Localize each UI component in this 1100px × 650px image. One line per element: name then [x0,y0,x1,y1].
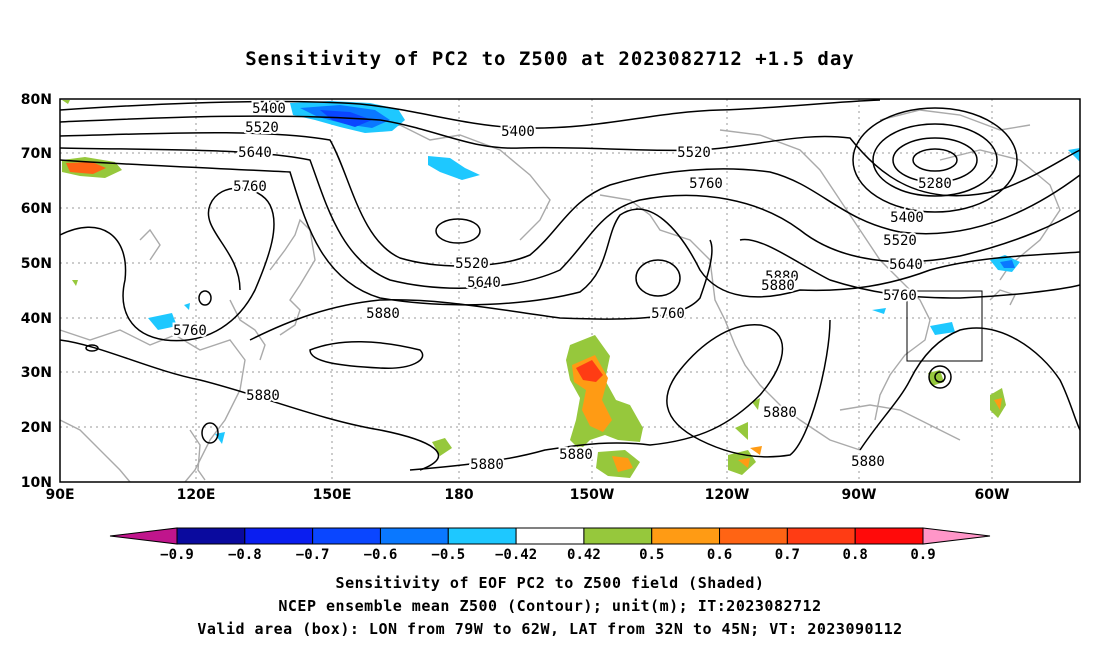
colorbar-high-extension [922,527,991,545]
colorbar-tick-label: −0.8 [228,547,262,563]
contour-label: 5760 [651,306,685,322]
contour-label: 5640 [467,275,501,291]
lon-label: 90E [45,487,74,503]
colorbar-tick-label: 0.42 [567,547,601,563]
colorbar-swatch [719,527,788,545]
colorbar-swatch [651,527,721,545]
plot-frame [59,98,1081,483]
colorbar-swatch [244,527,314,545]
contour-label: 5760 [689,176,723,192]
colorbar-tick-label: −0.42 [495,547,537,563]
lat-label: 20N [21,420,52,436]
contour-label: 5400 [890,210,924,226]
lon-axis-labels: 90E 120E 150E 180 150W 120W 90W 60W [45,487,1009,503]
contour-label: 5400 [252,101,286,117]
colorbar-low-extension [109,527,178,545]
lon-label: 90W [842,487,877,503]
colorbar-swatch [176,527,246,545]
colorbar-swatch [786,527,856,545]
colorbar-swatch [447,527,517,545]
contour-label: 5520 [455,256,489,272]
lon-label: 120E [177,487,216,503]
contour-label: 5880 [559,447,593,463]
contour-label: 5640 [889,257,923,273]
contour-label: 5520 [677,145,711,161]
caption-contour: NCEP ensemble mean Z500 (Contour); unit(… [278,597,822,615]
valid-area-box [906,290,983,362]
colorbar-swatch [583,527,653,545]
lat-axis-labels: 80N 70N 60N 50N 40N 30N 20N 10N [21,92,52,491]
colorbar-tick-label: −0.6 [364,547,398,563]
contour-label: 5760 [883,288,917,304]
lat-label: 30N [21,365,52,381]
z500-contours [59,99,1081,471]
lon-label: 120W [705,487,750,503]
colorbar-tick-label: −0.5 [431,547,465,563]
lat-label: 80N [21,92,52,108]
lat-label: 60N [21,201,52,217]
colorbar-tick-label: −0.9 [160,547,194,563]
caption-valid-area: Valid area (box): LON from 79W to 62W, L… [197,620,903,638]
lat-label: 70N [21,146,52,162]
contour-label: 5760 [233,179,267,195]
colorbar-swatch [312,527,381,545]
colorbar-swatch [515,527,585,545]
caption-shading: Sensitivity of EOF PC2 to Z500 field (Sh… [335,574,765,592]
contour-label: 5880 [470,457,504,473]
contour-label: 5400 [501,124,535,140]
colorbar [109,527,991,545]
lon-label: 180 [444,487,473,503]
lat-label: 10N [21,475,52,491]
contour-label: 5280 [918,176,952,192]
contour-label: 5880 [851,454,885,470]
colorbar-tick-label: 0.9 [910,547,935,563]
colorbar-tick-label: −0.7 [296,547,330,563]
contour-label: 5880 [765,269,799,285]
contour-label: 5880 [763,405,797,421]
contour-labels: 5400 5520 5400 5640 5520 5760 5280 5760 … [171,99,954,475]
contour-label: 5520 [245,120,279,136]
colorbar-labels: −0.9 −0.8 −0.7 −0.6 −0.5 −0.42 0.42 0.5 0.6 0.7 0.… [160,547,936,563]
lon-label: 150W [570,487,615,503]
colorbar-tick-label: 0.5 [639,547,664,563]
lat-label: 40N [21,311,52,327]
contour-label: 5520 [883,233,917,249]
sensitivity-shading [62,100,1080,478]
map-title: Sensitivity of PC2 to Z500 at 2023082712… [245,48,855,70]
contour-label: 5880 [761,278,795,294]
contour-label: 5760 [173,323,207,339]
colorbar-tick-label: 0.8 [843,547,868,563]
lon-label: 150E [313,487,352,503]
contour-label: 5880 [366,306,400,322]
colorbar-tick-label: 0.7 [775,547,800,563]
colorbar-swatch [379,527,449,545]
colorbar-swatch [854,527,924,545]
lon-label: 60W [975,487,1010,503]
contour-label: 5640 [238,145,272,161]
lat-label: 50N [21,256,52,272]
colorbar-tick-label: 0.6 [707,547,732,563]
contour-label: 5880 [246,388,280,404]
